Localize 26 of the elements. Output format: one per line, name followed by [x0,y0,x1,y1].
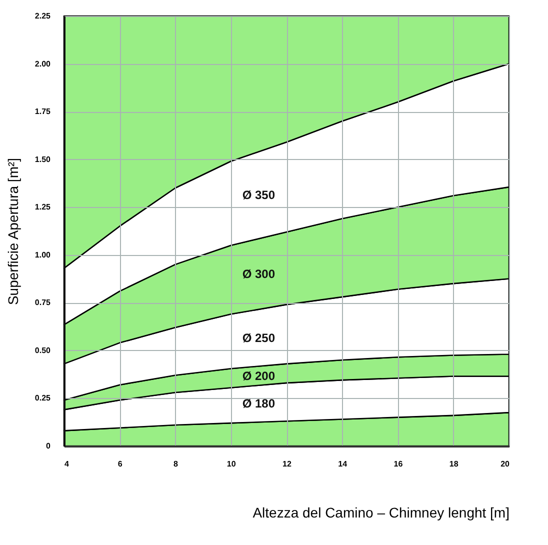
y-tick-label: 0.25 [34,394,52,403]
x-tick-label: 14 [338,460,348,468]
x-tick-label: 20 [500,460,510,468]
y-tick-label: 1.00 [34,250,52,260]
x-tick-label: 4 [64,460,70,468]
x-tick-label: 12 [282,460,292,468]
x-tick-label: 8 [174,460,179,468]
x-tick-label: 6 [118,460,123,468]
x-axis-title: Altezza del Camino – Chimney lenght [m] [252,504,510,520]
y-tick-label: 0 [46,442,52,450]
annotation: Ø 180 [242,396,276,411]
y-tick-label: 2.25 [34,12,52,20]
x-tick-label: 10 [226,460,236,468]
y-tick-label: 1.25 [34,202,52,212]
y-tick-label: 1.75 [34,107,52,116]
y-tick-label: 0.50 [34,346,52,355]
annotation: Ø 200 [242,368,276,383]
y-tick-label: 0.75 [34,298,52,308]
x-tick-label: 16 [394,460,404,468]
annotation: Ø 300 [242,267,276,281]
y-tick-label: 2.00 [34,59,52,68]
annotation: Ø 250 [242,330,276,345]
annotation: Ø 350 [242,188,276,202]
x-tick-label: 18 [449,460,459,468]
y-axis-title: Superficie Apertura [m²] [4,158,21,306]
y-tick-label: 1.50 [34,154,52,164]
